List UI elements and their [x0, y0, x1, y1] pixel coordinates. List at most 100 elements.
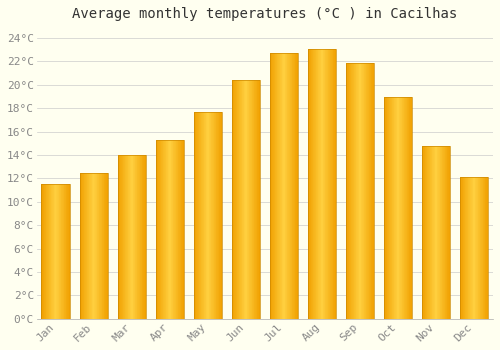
Bar: [393, 97, 394, 319]
Bar: [357, 63, 358, 319]
Bar: [362, 63, 363, 319]
Bar: [175, 140, 176, 319]
Bar: [44, 184, 45, 319]
Bar: [144, 155, 146, 319]
Bar: [220, 112, 222, 319]
Bar: [234, 80, 235, 319]
Bar: [449, 146, 450, 319]
Bar: [440, 146, 441, 319]
Bar: [442, 146, 443, 319]
Bar: [42, 184, 43, 319]
Bar: [346, 63, 374, 319]
Bar: [84, 173, 85, 319]
Bar: [467, 177, 468, 319]
Bar: [52, 184, 53, 319]
Bar: [60, 184, 62, 319]
Bar: [385, 97, 386, 319]
Bar: [395, 97, 396, 319]
Bar: [171, 140, 172, 319]
Bar: [158, 140, 159, 319]
Bar: [47, 184, 48, 319]
Bar: [406, 97, 408, 319]
Bar: [128, 155, 129, 319]
Bar: [470, 177, 471, 319]
Bar: [194, 112, 222, 319]
Bar: [282, 53, 283, 319]
Bar: [464, 177, 465, 319]
Bar: [432, 146, 433, 319]
Bar: [334, 49, 335, 319]
Bar: [176, 140, 177, 319]
Bar: [346, 63, 347, 319]
Bar: [312, 49, 314, 319]
Bar: [279, 53, 280, 319]
Bar: [274, 53, 276, 319]
Bar: [390, 97, 391, 319]
Bar: [208, 112, 210, 319]
Bar: [481, 177, 482, 319]
Bar: [64, 184, 65, 319]
Bar: [392, 97, 393, 319]
Bar: [104, 173, 105, 319]
Bar: [95, 173, 96, 319]
Bar: [468, 177, 469, 319]
Bar: [160, 140, 162, 319]
Bar: [270, 53, 298, 319]
Bar: [480, 177, 481, 319]
Bar: [474, 177, 475, 319]
Bar: [431, 146, 432, 319]
Bar: [358, 63, 359, 319]
Bar: [96, 173, 98, 319]
Bar: [308, 49, 336, 319]
Bar: [133, 155, 134, 319]
Bar: [479, 177, 480, 319]
Bar: [42, 184, 70, 319]
Bar: [410, 97, 411, 319]
Bar: [168, 140, 169, 319]
Bar: [212, 112, 213, 319]
Bar: [284, 53, 286, 319]
Bar: [91, 173, 92, 319]
Bar: [294, 53, 296, 319]
Bar: [314, 49, 315, 319]
Bar: [236, 80, 238, 319]
Bar: [281, 53, 282, 319]
Bar: [478, 177, 479, 319]
Bar: [88, 173, 89, 319]
Bar: [50, 184, 51, 319]
Bar: [429, 146, 430, 319]
Bar: [245, 80, 246, 319]
Bar: [63, 184, 64, 319]
Bar: [217, 112, 218, 319]
Bar: [134, 155, 136, 319]
Bar: [53, 184, 54, 319]
Bar: [324, 49, 325, 319]
Bar: [296, 53, 298, 319]
Bar: [367, 63, 368, 319]
Bar: [271, 53, 272, 319]
Bar: [206, 112, 207, 319]
Bar: [423, 146, 424, 319]
Bar: [350, 63, 352, 319]
Bar: [396, 97, 398, 319]
Bar: [156, 140, 184, 319]
Bar: [216, 112, 217, 319]
Bar: [101, 173, 102, 319]
Bar: [460, 177, 488, 319]
Bar: [280, 53, 281, 319]
Bar: [255, 80, 256, 319]
Bar: [486, 177, 487, 319]
Bar: [127, 155, 128, 319]
Bar: [132, 155, 133, 319]
Bar: [124, 155, 126, 319]
Bar: [482, 177, 484, 319]
Bar: [178, 140, 179, 319]
Bar: [93, 173, 94, 319]
Bar: [430, 146, 431, 319]
Bar: [360, 63, 362, 319]
Bar: [422, 146, 450, 319]
Bar: [43, 184, 44, 319]
Bar: [330, 49, 331, 319]
Bar: [83, 173, 84, 319]
Bar: [291, 53, 292, 319]
